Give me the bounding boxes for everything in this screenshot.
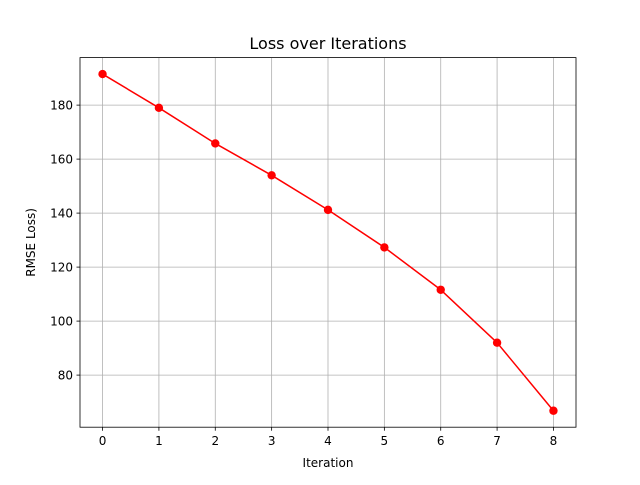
y-tick-label: 120 (50, 260, 73, 274)
ticks: 0 1 2 3 4 5 6 7 8 80 100 120 140 160 180 (50, 98, 557, 448)
grid (80, 57, 576, 428)
x-tick-label: 4 (324, 434, 332, 448)
data-point (380, 243, 389, 252)
x-tick-label: 0 (99, 434, 107, 448)
y-axis-label: RMSE Loss) (24, 208, 38, 277)
x-tick-label: 3 (268, 434, 276, 448)
y-tick-label: 160 (50, 152, 73, 166)
y-tick-label: 140 (50, 206, 73, 220)
x-axis-label: Iteration (303, 456, 354, 470)
y-tick-label: 180 (50, 98, 73, 112)
series-layer (98, 69, 558, 415)
data-point (549, 406, 558, 415)
chart-title: Loss over Iterations (249, 34, 406, 53)
x-tick-label: 2 (211, 434, 219, 448)
data-point (154, 103, 164, 113)
data-point (98, 69, 107, 79)
x-tick-label: 8 (550, 434, 558, 448)
data-point (492, 338, 502, 347)
x-tick-label: 5 (381, 434, 389, 448)
plot-frame (79, 57, 577, 428)
data-point (211, 139, 220, 148)
data-point (323, 205, 333, 215)
y-tick-label: 100 (50, 314, 73, 328)
x-tick-label: 6 (437, 434, 445, 448)
data-point (436, 285, 445, 294)
x-tick-label: 7 (493, 434, 501, 448)
y-tick-label: 80 (58, 368, 73, 382)
x-tick-label: 1 (155, 434, 163, 448)
data-point (267, 171, 276, 180)
